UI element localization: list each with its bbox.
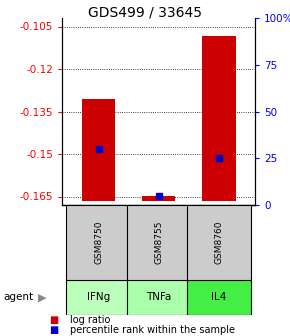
Text: GSM8755: GSM8755 (154, 221, 163, 264)
Text: IFNg: IFNg (87, 293, 110, 302)
Bar (202, 36, 235, 201)
Text: percentile rank within the sample: percentile rank within the sample (70, 325, 235, 335)
Text: TNFa: TNFa (146, 293, 171, 302)
Bar (82, 99, 115, 201)
Text: ■: ■ (49, 325, 59, 335)
Text: agent: agent (3, 293, 33, 302)
Bar (66, 280, 130, 315)
Bar (142, 196, 175, 201)
Text: IL4: IL4 (211, 293, 227, 302)
Bar (187, 205, 251, 280)
Text: log ratio: log ratio (70, 315, 110, 325)
Text: GSM8760: GSM8760 (215, 221, 224, 264)
Text: GSM8750: GSM8750 (94, 221, 103, 264)
Text: ▶: ▶ (38, 293, 46, 302)
Text: ■: ■ (49, 315, 59, 325)
Bar (127, 205, 191, 280)
Bar (66, 205, 130, 280)
Text: GDS499 / 33645: GDS499 / 33645 (88, 5, 202, 19)
Bar (127, 280, 191, 315)
Bar (187, 280, 251, 315)
